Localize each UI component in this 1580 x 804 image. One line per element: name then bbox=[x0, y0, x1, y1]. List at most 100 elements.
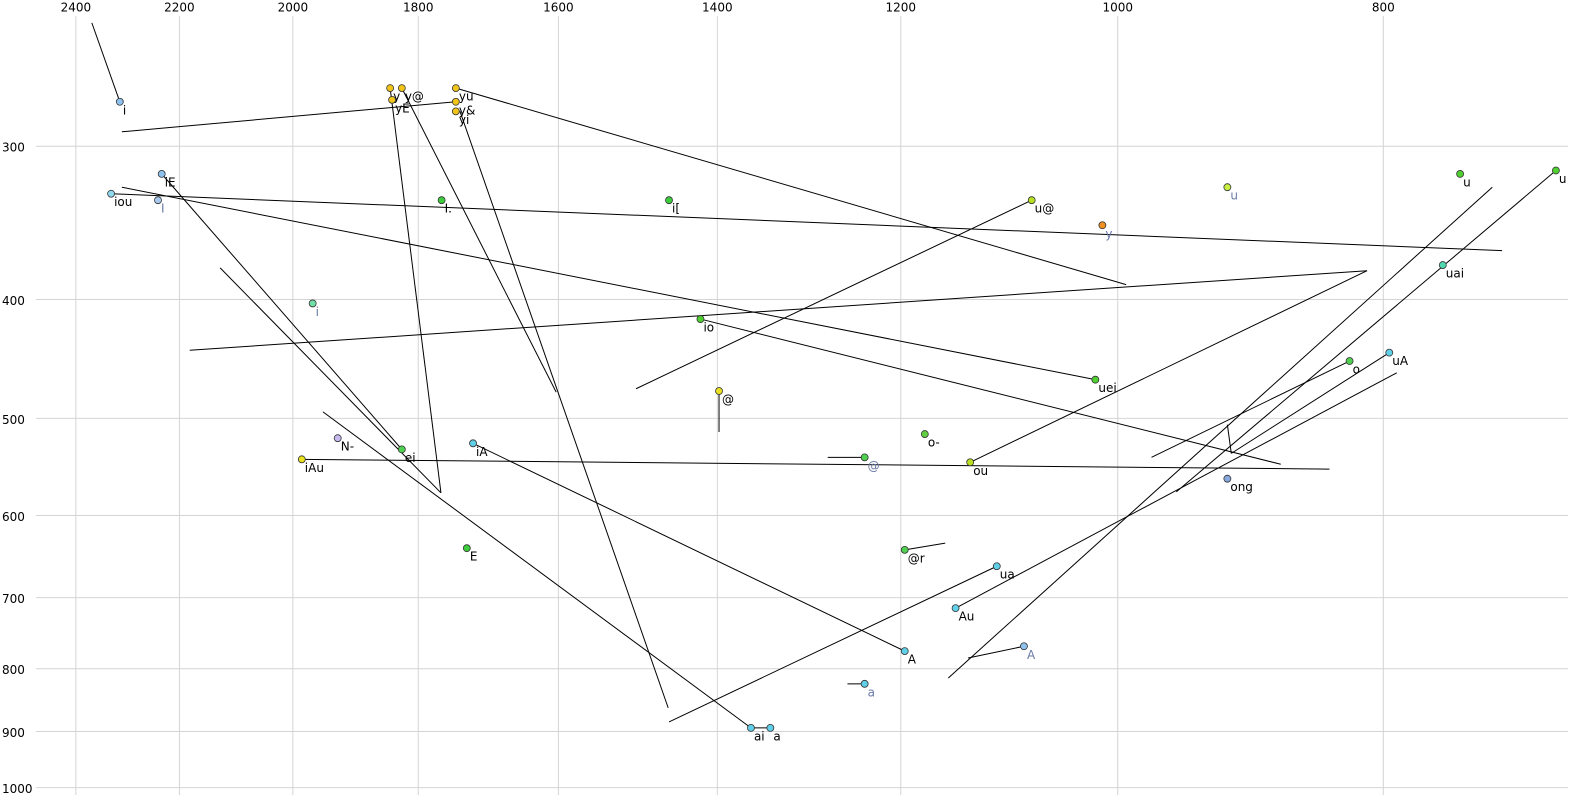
vowel-point bbox=[1223, 183, 1232, 192]
vowel-label: @ bbox=[868, 459, 880, 473]
vowel-point bbox=[1385, 348, 1394, 357]
trajectory bbox=[1226, 424, 1232, 454]
x-tick-label: 1800 bbox=[403, 1, 434, 15]
vowel-point bbox=[451, 107, 460, 116]
trajectory bbox=[1151, 360, 1350, 458]
vowel-point bbox=[951, 604, 960, 613]
x-tick-label: 1200 bbox=[886, 1, 917, 15]
vowel-point bbox=[437, 196, 446, 205]
trajectory bbox=[455, 87, 1127, 286]
vowel-label: o- bbox=[928, 436, 940, 450]
vowel-point bbox=[157, 169, 166, 178]
vowel-point bbox=[860, 453, 869, 462]
trajectory bbox=[161, 173, 403, 450]
x-tick-label: 1600 bbox=[543, 1, 574, 15]
trajectory bbox=[969, 270, 1368, 463]
trajectory bbox=[322, 411, 752, 729]
vowel-label: I. bbox=[445, 202, 452, 216]
vowel-point bbox=[1552, 166, 1560, 175]
trajectory bbox=[459, 111, 669, 709]
vowel-point bbox=[992, 562, 1001, 571]
vowel-point bbox=[107, 189, 116, 198]
vowel-point bbox=[451, 97, 460, 106]
vowel-label: ei bbox=[405, 451, 416, 465]
vowel-point bbox=[308, 299, 317, 308]
trajectory bbox=[401, 87, 557, 393]
y-tick-label: 700 bbox=[2, 592, 25, 606]
vowel-label: @r bbox=[908, 551, 925, 565]
vowel-label: A bbox=[1027, 648, 1036, 662]
vowel-label: A bbox=[908, 653, 917, 667]
y-tick-label: 1000 bbox=[2, 782, 33, 796]
vowel-label: i bbox=[123, 103, 126, 117]
trajectory bbox=[1231, 352, 1390, 454]
vowel-point bbox=[154, 196, 162, 205]
vowel-point bbox=[920, 430, 929, 438]
trajectory bbox=[668, 565, 997, 723]
vowel-label: ua bbox=[1000, 568, 1015, 582]
vowel-label: u bbox=[1463, 175, 1471, 189]
vowel-label: uei bbox=[1098, 381, 1116, 395]
x-tick-label: 2400 bbox=[61, 1, 92, 15]
trajectory bbox=[91, 22, 121, 102]
vowel-point bbox=[966, 458, 975, 467]
vowel-label: uA bbox=[1392, 354, 1409, 368]
vowel-label: u bbox=[1230, 189, 1238, 203]
trajectory bbox=[121, 186, 1096, 381]
trajectory bbox=[472, 442, 905, 652]
vowel-label: iA bbox=[476, 445, 488, 459]
vowel-label: a bbox=[773, 729, 780, 743]
vowel-label: u@ bbox=[1035, 202, 1055, 216]
y-tick-label: 500 bbox=[2, 413, 25, 427]
vowel-label: y bbox=[1105, 227, 1112, 241]
vowel-point bbox=[388, 95, 396, 104]
vowel-label: E bbox=[470, 550, 478, 564]
y-tick-label: 300 bbox=[2, 141, 25, 155]
vowel-label: I bbox=[161, 202, 165, 216]
trajectory bbox=[219, 267, 442, 494]
trajectory bbox=[904, 542, 946, 551]
vowel-label: a bbox=[868, 685, 875, 699]
trajectory bbox=[121, 101, 456, 133]
vowel-point bbox=[665, 196, 673, 205]
x-tick-label: 2000 bbox=[278, 1, 309, 15]
x-tick-label: 1000 bbox=[1102, 1, 1133, 15]
x-tick-label: 1400 bbox=[702, 1, 733, 15]
y-tick-label: 800 bbox=[2, 663, 25, 677]
vowel-label: ou bbox=[973, 464, 988, 478]
vowel-label: y& bbox=[459, 103, 475, 117]
vowel-label: io bbox=[703, 321, 714, 335]
vowel-label: yu bbox=[459, 90, 474, 104]
trajectory bbox=[301, 458, 1330, 470]
trajectory bbox=[947, 186, 1493, 679]
vowel-label: iE bbox=[165, 175, 176, 189]
vowel-label: N- bbox=[341, 440, 354, 454]
y-tick-label: 400 bbox=[2, 294, 25, 308]
vowel-point bbox=[297, 455, 306, 464]
vowel-point bbox=[386, 84, 395, 92]
trajectory bbox=[635, 199, 1032, 390]
vowel-label: Au bbox=[959, 610, 975, 624]
vowel-point bbox=[747, 724, 755, 732]
vowel-point bbox=[715, 387, 723, 395]
vowel-point bbox=[462, 544, 471, 553]
trajectory bbox=[1175, 170, 1557, 493]
vowel-point bbox=[397, 84, 406, 92]
vowel-point bbox=[1091, 375, 1100, 384]
vowel-point bbox=[115, 97, 124, 106]
vowel-point bbox=[451, 84, 460, 92]
vowel-label: yi bbox=[459, 113, 469, 127]
trajectory bbox=[967, 645, 1025, 659]
x-tick-label: 800 bbox=[1372, 1, 1395, 15]
vowel-point bbox=[1098, 221, 1107, 230]
vowel-point bbox=[900, 647, 909, 656]
vowel-point bbox=[397, 445, 406, 454]
vowel-label: iou bbox=[114, 195, 132, 209]
vowel-label: i bbox=[316, 305, 319, 319]
vowel-point bbox=[333, 434, 342, 443]
vowel-label: ai bbox=[754, 729, 765, 743]
vowel-label: i[ bbox=[672, 202, 680, 216]
trajectory bbox=[389, 88, 442, 493]
trajectory bbox=[189, 270, 1368, 351]
